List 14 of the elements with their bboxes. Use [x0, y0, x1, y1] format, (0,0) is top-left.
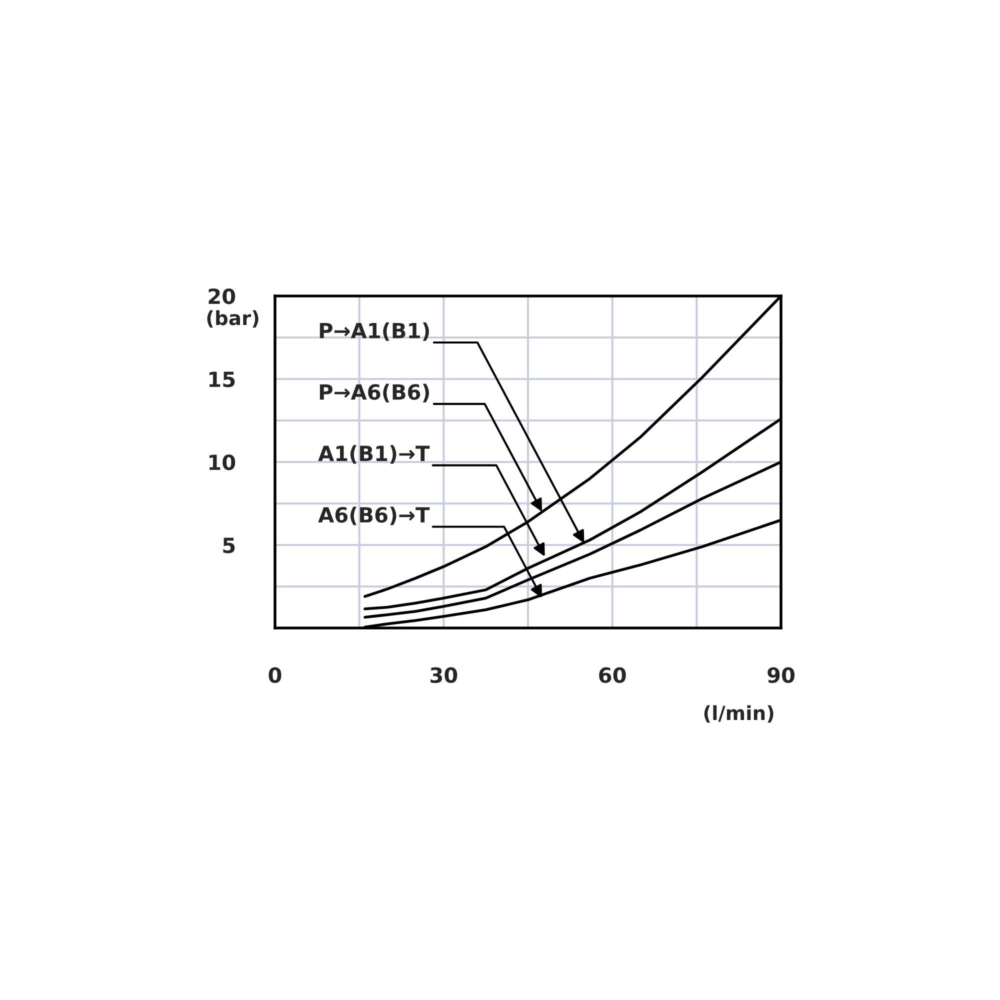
y-tick-label: 10 [209, 454, 236, 470]
annotation: P→A1(B1) [320, 322, 429, 341]
y-tick-label: 15 [209, 372, 235, 388]
y-tick-label: 20 [208, 288, 236, 304]
y-axis-title: (bar) [207, 310, 258, 328]
x-tick-label: 90 [768, 667, 794, 684]
x-axis-title: (l/min) [704, 705, 774, 723]
annotation: A1(B1)→T [318, 445, 430, 464]
x-tick-label: 60 [599, 667, 626, 684]
annotation: A6(B6)→T [318, 506, 430, 526]
x-tick-label: 0 [268, 667, 282, 684]
annotation: P→A6(B6) [320, 384, 429, 402]
y-tick-label: 5 [223, 538, 235, 554]
x-tick-label: 30 [430, 667, 458, 684]
